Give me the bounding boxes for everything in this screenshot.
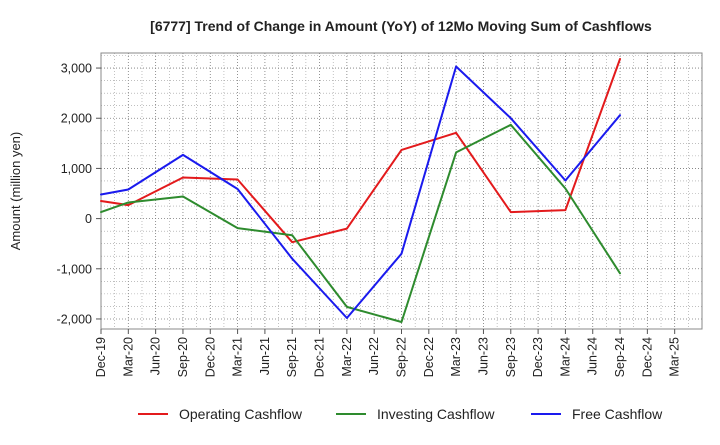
series-line — [100, 123, 621, 323]
x-tick-label: Dec-20 — [203, 337, 217, 377]
series-free-cashflow — [100, 65, 621, 319]
x-tick-label: Sep-23 — [504, 337, 518, 377]
x-tick-label: Dec-19 — [94, 337, 108, 377]
x-tick-label: Sep-20 — [176, 337, 190, 377]
legend-label: Operating Cashflow — [179, 406, 303, 422]
legend-item: Operating Cashflow — [138, 406, 303, 422]
x-tick-label: Sep-21 — [285, 337, 299, 377]
x-tick-label: Mar-21 — [231, 337, 245, 377]
legend: Operating Cashflow Investing Cashflow Free… — [138, 406, 663, 422]
y-tick-label: -1,000 — [57, 262, 92, 276]
legend-label: Investing Cashflow — [377, 406, 495, 422]
series-line — [100, 65, 621, 319]
y-axis-label: Amount (million yen) — [8, 132, 23, 251]
x-tick-label: Jun-21 — [258, 337, 272, 375]
x-tick-label: Jun-20 — [149, 337, 163, 375]
legend-label: Free Cashflow — [572, 406, 663, 422]
chart-title: [6777] Trend of Change in Amount (YoY) o… — [150, 18, 652, 34]
x-tick-label: Dec-23 — [531, 337, 545, 377]
x-tick-label: Dec-24 — [640, 337, 654, 377]
series-investing-cashflow — [100, 123, 621, 323]
x-tick-label: Mar-25 — [668, 337, 682, 377]
y-tick-label: 0 — [85, 212, 92, 226]
series-line — [100, 58, 621, 244]
x-tick-label: Mar-20 — [121, 337, 135, 377]
x-tick-label: Mar-23 — [449, 337, 463, 377]
legend-item: Investing Cashflow — [336, 406, 495, 422]
x-tick-label: Dec-22 — [422, 337, 436, 377]
y-tick-label: -2,000 — [57, 312, 92, 326]
x-tick-label: Jun-22 — [367, 337, 381, 375]
x-tick-label: Mar-22 — [340, 337, 354, 377]
axes: -2,000 -1,000 0 1,000 2,000 3,000 Dec-19 Mar-20… — [57, 62, 682, 378]
x-tick-label: Sep-22 — [395, 337, 409, 377]
series-operating-cashflow — [100, 58, 621, 244]
x-tick-label: Mar-24 — [558, 337, 572, 377]
legend-item: Free Cashflow — [531, 406, 663, 422]
y-tick-label: 2,000 — [61, 112, 92, 126]
x-tick-label: Sep-24 — [613, 337, 627, 377]
series — [100, 58, 621, 323]
x-tick-label: Dec-21 — [313, 337, 327, 377]
y-tick-label: 3,000 — [61, 62, 92, 76]
y-tick-label: 1,000 — [61, 162, 92, 176]
x-tick-label: Jun-23 — [476, 337, 490, 375]
grid — [100, 53, 703, 329]
x-tick-label: Jun-24 — [586, 337, 600, 375]
